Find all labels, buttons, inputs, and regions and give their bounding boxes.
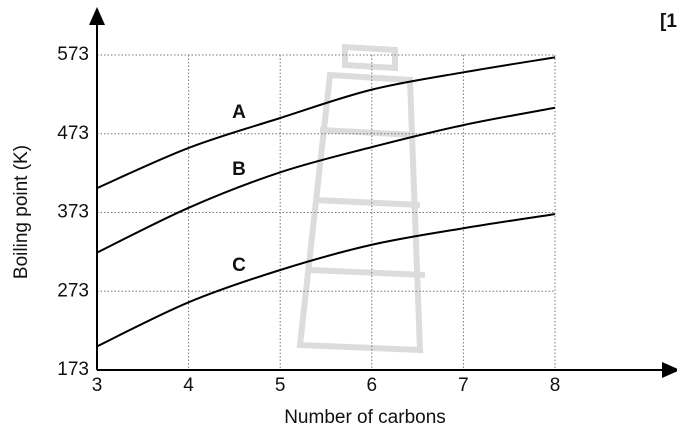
- x-tick-label: 3: [92, 375, 103, 396]
- x-tick-label: 8: [550, 375, 561, 396]
- curve: [96, 106, 556, 254]
- x-tick-label: 4: [183, 375, 194, 396]
- y-tick-label: 173: [57, 359, 89, 380]
- x-tick-label: 6: [367, 375, 378, 396]
- watermark: [296, 43, 426, 354]
- y-tick-label: 273: [57, 280, 89, 301]
- x-tick-label: 7: [458, 375, 469, 396]
- y-axis-title: Boiling point (K): [11, 145, 32, 279]
- curve: [96, 56, 556, 190]
- series-label: B: [232, 159, 246, 180]
- y-tick-label: 473: [57, 123, 89, 144]
- series-label: C: [232, 255, 246, 276]
- y-tick-label: 573: [57, 44, 89, 65]
- curve: [96, 213, 556, 348]
- x-tick-label: 5: [275, 375, 286, 396]
- x-axis-title: Number of carbons: [284, 407, 446, 428]
- corner-text: [1: [660, 11, 677, 32]
- y-tick-label: 373: [57, 202, 89, 223]
- series-label: A: [232, 102, 246, 123]
